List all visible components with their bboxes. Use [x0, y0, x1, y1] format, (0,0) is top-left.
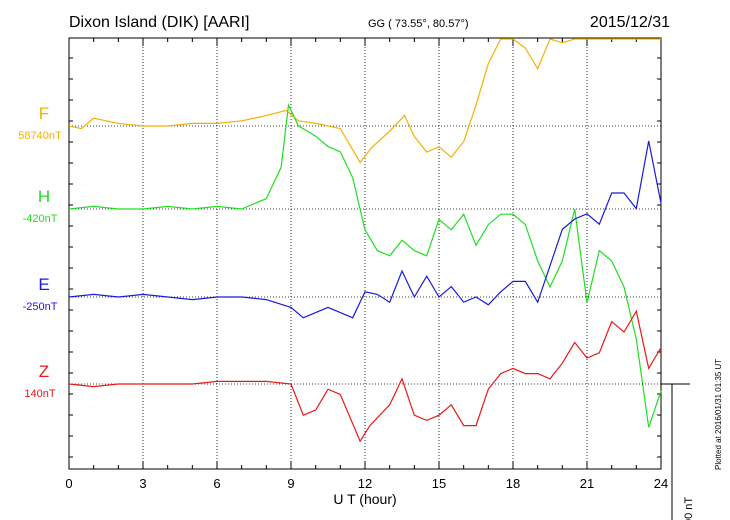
x-tick-label: 6	[213, 476, 220, 491]
x-tick-label: 15	[432, 476, 446, 491]
baseline-value-h: -420nT	[23, 213, 58, 225]
baseline-value-e: -250nT	[23, 301, 58, 313]
x-tick-label: 12	[358, 476, 372, 491]
x-axis-label: U T (hour)	[333, 491, 396, 507]
x-tick-label: 3	[139, 476, 146, 491]
x-tick-label: 24	[654, 476, 668, 491]
series-line-h	[68, 102, 662, 428]
series-line-f	[68, 38, 661, 164]
channel-label-f: F	[39, 104, 49, 123]
channel-label-e: E	[38, 275, 49, 294]
x-tick-label: 21	[580, 476, 594, 491]
x-tick-label: 0	[65, 476, 72, 491]
series-line-e	[68, 140, 662, 319]
channel-label-h: H	[38, 187, 50, 206]
series-line-z	[68, 309, 662, 443]
station-coordinates: GG ( 73.55°, 80.57°)	[368, 18, 469, 30]
x-tick-label: 9	[287, 476, 294, 491]
scale-bar-label: 500 nT	[683, 497, 695, 520]
channel-label-z: Z	[39, 362, 49, 381]
baseline-value-z: 140nT	[24, 388, 55, 400]
x-tick-label: 18	[506, 476, 520, 491]
baseline-value-f: 58740nT	[18, 130, 62, 142]
plot-date: 2015/12/31	[589, 14, 670, 31]
station-title: Dixon Island (DIK) [AARI]	[69, 14, 250, 31]
